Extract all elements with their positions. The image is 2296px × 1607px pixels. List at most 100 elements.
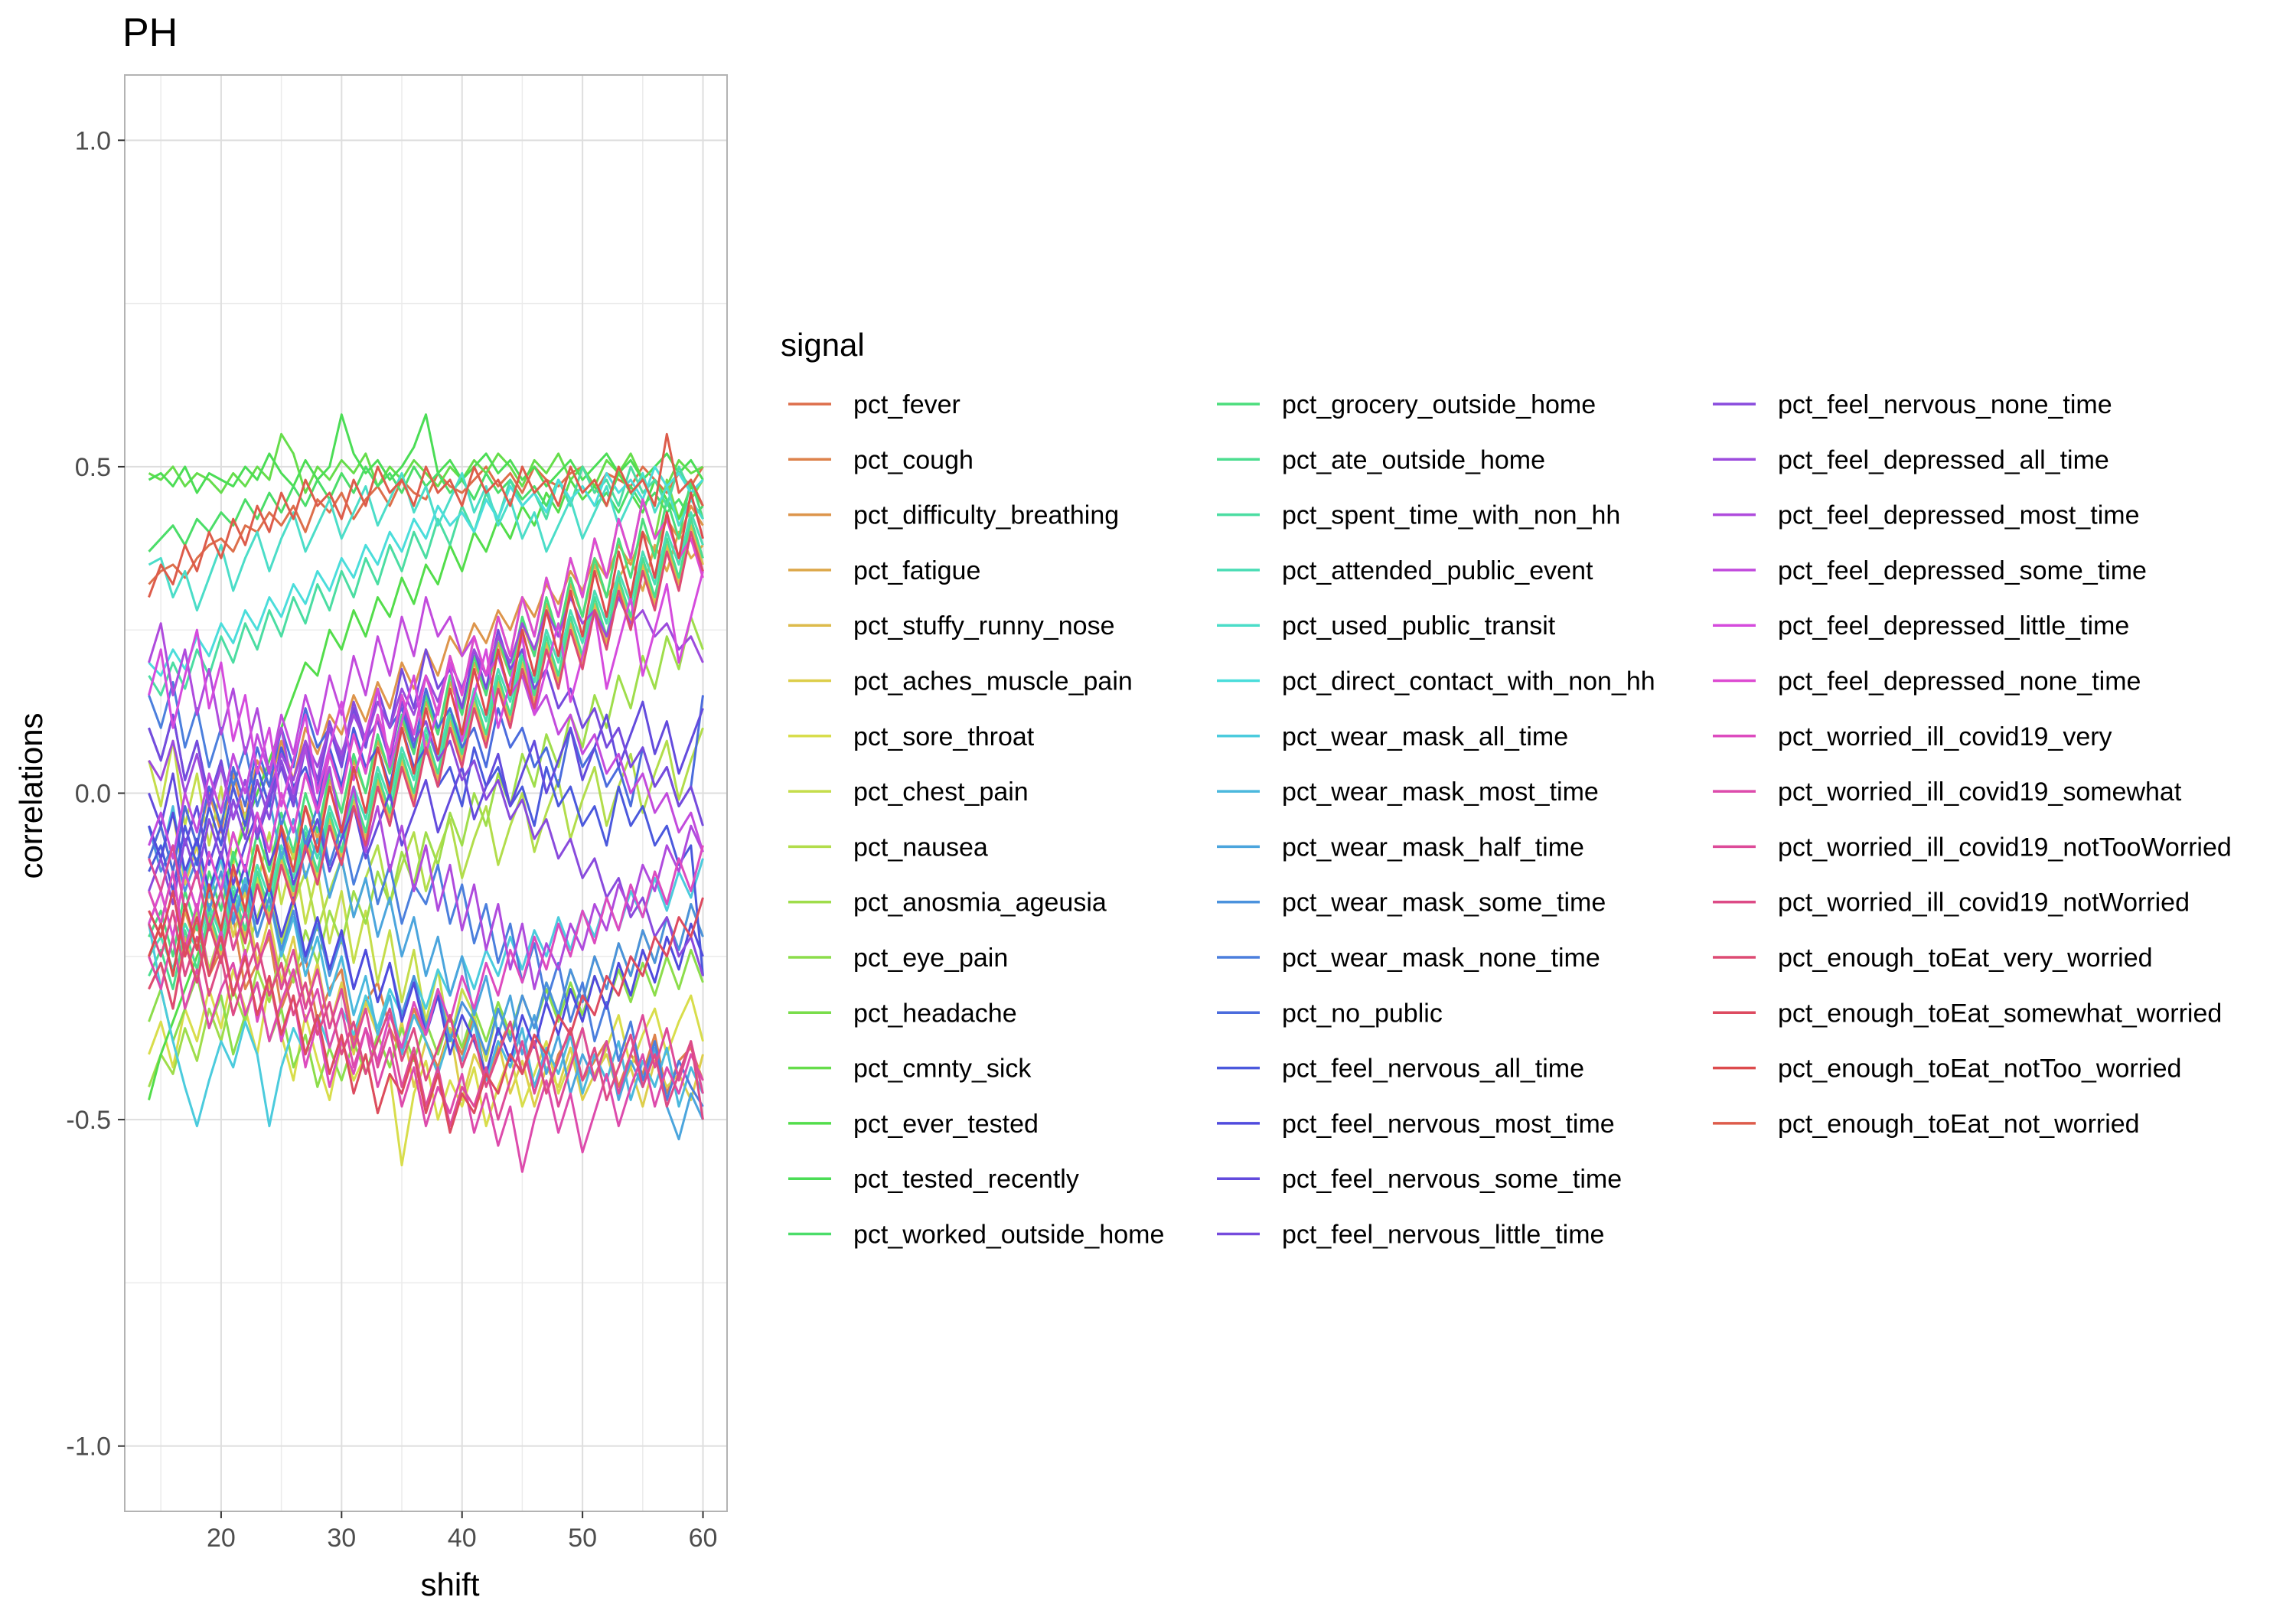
legend-item: pct_worried_ill_covid19_somewhat <box>1713 777 2182 807</box>
legend-item: pct_cough <box>788 445 974 474</box>
series-line-pct_feel_depressed_most_time <box>148 622 704 990</box>
y-tick-label: -0.5 <box>66 1106 111 1135</box>
y-tick-label: 0.0 <box>75 780 111 809</box>
series-line-pct_enough_toEat_not_worried <box>148 432 704 598</box>
series-line-pct_wear_mask_none_time <box>148 681 704 1107</box>
legend-label: pct_tested_recently <box>853 1165 1079 1194</box>
x-tick-label: 30 <box>327 1524 356 1553</box>
legend-label: pct_stuffy_runny_nose <box>853 611 1115 641</box>
legend-item: pct_feel_nervous_most_time <box>1217 1110 1615 1139</box>
series-line-pct_tested_recently <box>148 413 704 494</box>
legend-label: pct_feel_depressed_most_time <box>1778 501 2140 530</box>
series-line-pct_enough_toEat_notToo_worried <box>148 491 704 977</box>
series-line-pct_used_public_transit <box>148 471 704 612</box>
legend-item: pct_difficulty_breathing <box>788 501 1119 530</box>
legend-label: pct_wear_mask_none_time <box>1282 944 1600 973</box>
legend-item: pct_wear_mask_most_time <box>1217 777 1599 807</box>
legend-item: pct_ate_outside_home <box>1217 445 1545 474</box>
legend-item: pct_wear_mask_half_time <box>1217 833 1584 862</box>
legend-label: pct_spent_time_with_non_hh <box>1282 501 1620 530</box>
legend-item: pct_sore_throat <box>788 722 1035 751</box>
legend-item: pct_stuffy_runny_nose <box>788 611 1115 641</box>
x-tick-label: 20 <box>207 1524 236 1553</box>
legend-item: pct_worried_ill_covid19_very <box>1713 722 2112 751</box>
legend-item: pct_fever <box>788 390 960 419</box>
legend-item: pct_ever_tested <box>788 1110 1039 1139</box>
series-line-pct_feel_nervous_none_time <box>148 700 704 976</box>
legend-item: pct_spent_time_with_non_hh <box>1217 501 1620 530</box>
legend-item: pct_feel_depressed_none_time <box>1713 667 2141 696</box>
legend-label: pct_wear_mask_half_time <box>1282 833 1584 862</box>
legend-label: pct_ever_tested <box>853 1110 1039 1139</box>
legend-label: pct_enough_toEat_not_worried <box>1778 1110 2140 1139</box>
legend-label: pct_sore_throat <box>853 722 1035 751</box>
legend-label: pct_grocery_outside_home <box>1282 390 1596 419</box>
legend-label: pct_worried_ill_covid19_very <box>1778 722 2112 751</box>
legend-item: pct_enough_toEat_not_worried <box>1713 1110 2140 1139</box>
legend-label: pct_ate_outside_home <box>1282 445 1545 474</box>
y-axis: -1.0 -0.5 0.0 0.5 1.0 <box>66 126 125 1462</box>
series-line-pct_worried_ill_covid19_notTooWorried <box>148 844 704 1128</box>
series-line-pct_worried_ill_covid19_notWorried <box>148 909 704 1120</box>
legend-label: pct_aches_muscle_pain <box>853 667 1133 696</box>
legend-label: pct_difficulty_breathing <box>853 501 1119 530</box>
series-line-pct_nausea <box>148 727 704 971</box>
legend-label: pct_enough_toEat_somewhat_worried <box>1778 999 2222 1028</box>
legend-label: pct_feel_depressed_little_time <box>1778 611 2129 641</box>
legend: pct_fever pct_cough pct_difficulty_breathi… <box>788 390 2232 1250</box>
series-lines <box>148 413 704 1173</box>
legend-item: pct_feel_nervous_some_time <box>1217 1165 1622 1194</box>
legend-label: pct_feel_nervous_all_time <box>1282 1054 1584 1084</box>
legend-label: pct_cmnty_sick <box>853 1054 1032 1084</box>
legend-label: pct_anosmia_ageusia <box>853 888 1107 918</box>
legend-item: pct_anosmia_ageusia <box>788 888 1107 918</box>
legend-item: pct_worried_ill_covid19_notTooWorried <box>1713 833 2232 862</box>
series-line-pct_attended_public_event <box>148 511 704 971</box>
legend-item: pct_feel_depressed_most_time <box>1713 501 2140 530</box>
legend-item: pct_chest_pain <box>788 777 1029 807</box>
legend-label: pct_worried_ill_covid19_notWorried <box>1778 888 2190 918</box>
legend-label: pct_feel_nervous_little_time <box>1282 1221 1604 1250</box>
legend-item: pct_feel_depressed_little_time <box>1713 611 2129 641</box>
legend-label: pct_headache <box>853 999 1017 1028</box>
series-line-pct_feel_depressed_none_time <box>148 498 704 938</box>
legend-label: pct_feel_nervous_most_time <box>1282 1110 1615 1139</box>
legend-item: pct_eye_pain <box>788 944 1008 973</box>
legend-label: pct_worried_ill_covid19_notTooWorried <box>1778 833 2232 862</box>
legend-label: pct_worked_outside_home <box>853 1221 1164 1250</box>
series-line-pct_spent_time_with_non_hh <box>148 465 704 696</box>
series-line-pct_enough_toEat_very_worried <box>148 530 704 1010</box>
legend-item: pct_attended_public_event <box>1217 556 1593 585</box>
series-line-pct_direct_contact_with_non_hh <box>148 465 704 677</box>
legend-item: pct_wear_mask_some_time <box>1217 888 1606 918</box>
x-tick-label: 40 <box>448 1524 477 1553</box>
y-tick-label: 0.5 <box>75 453 111 482</box>
legend-item: pct_worried_ill_covid19_notWorried <box>1713 888 2190 918</box>
legend-label: pct_nausea <box>853 833 988 862</box>
legend-label: pct_enough_toEat_very_worried <box>1778 944 2153 973</box>
legend-item: pct_wear_mask_none_time <box>1217 944 1600 973</box>
legend-item: pct_feel_depressed_all_time <box>1713 445 2109 474</box>
series-line-pct_anosmia_ageusia <box>148 615 704 1087</box>
legend-label: pct_fever <box>853 390 960 419</box>
legend-label: pct_feel_depressed_some_time <box>1778 556 2147 585</box>
legend-item: pct_feel_nervous_little_time <box>1217 1221 1604 1250</box>
x-tick-label: 60 <box>689 1524 718 1553</box>
legend-item: pct_feel_nervous_all_time <box>1217 1054 1584 1084</box>
legend-label: pct_attended_public_event <box>1282 556 1593 585</box>
legend-label: pct_feel_nervous_some_time <box>1282 1165 1622 1194</box>
chart-title: PH <box>122 11 178 55</box>
series-line-pct_feel_depressed_little_time <box>148 571 704 808</box>
legend-item: pct_cmnty_sick <box>788 1054 1032 1084</box>
series-line-pct_ate_outside_home <box>148 517 704 990</box>
y-axis-title: correlations <box>13 712 49 878</box>
series-line-pct_enough_toEat_somewhat_worried <box>148 890 704 1134</box>
plot-panel <box>124 74 728 1512</box>
legend-label: pct_chest_pain <box>853 777 1029 807</box>
legend-item: pct_direct_contact_with_non_hh <box>1217 667 1655 696</box>
legend-item: pct_grocery_outside_home <box>1217 390 1596 419</box>
legend-label: pct_feel_nervous_none_time <box>1778 390 2112 419</box>
legend-item: pct_feel_nervous_none_time <box>1713 390 2112 419</box>
legend-item: pct_no_public <box>1217 999 1443 1028</box>
